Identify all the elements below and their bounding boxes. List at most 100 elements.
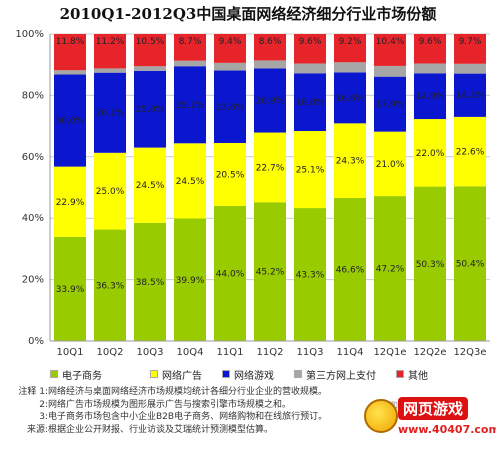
bar-segment-payment [414,63,446,74]
bar-segment-payment [294,63,326,74]
data-label-games: 30.0% [56,117,85,127]
note-row: 注释 1: 网络经济与桌面网络经济市场规模均统计各细分行业企业的营收规模。 [4,386,404,399]
x-tick-label: 10Q3 [137,347,164,358]
x-tick-label: 11Q2 [257,347,284,358]
x-tick-label: 12Q3e [453,347,486,358]
bar-segment-ecommerce [174,218,206,341]
bar-segment-ads [454,116,486,187]
watermark-badge-icon [364,399,398,433]
data-label-other: 9.6% [419,37,442,47]
data-label-other: 8.7% [179,37,202,47]
bar-segment-other [294,34,326,64]
legend-label-ads: 网络广告 [162,370,202,382]
data-label-games: 25.1% [176,101,205,111]
data-label-games: 23.6% [216,103,245,113]
bar-segment-ecommerce [454,186,486,341]
x-tick-label: 11Q4 [337,347,364,358]
data-label-games: 25.0% [136,105,165,115]
x-tick-label: 10Q4 [177,347,204,358]
legend-item-ecommerce: 电子商务 [50,367,102,382]
bar-segment-ads [54,166,86,237]
data-label-ecommerce: 50.3% [416,260,445,270]
data-label-other: 11.2% [96,37,125,47]
bar-segment-ads [414,119,446,187]
bar-segment-payment [254,60,286,69]
note-prefix: 2: [39,399,48,410]
bar-segment-ads [254,132,286,203]
bar-segment-ecommerce [54,236,86,341]
data-label-ads: 25.0% [96,187,125,197]
legend-swatch-ecommerce [50,370,58,378]
bar-segment-games [54,74,86,167]
bar-segment-other [454,34,486,64]
bar-segment-other [54,34,86,71]
data-label-games: 16.6% [336,94,365,104]
legend-swatch-payment [294,370,302,378]
bar-segment-other [254,34,286,61]
bar-segment-ads [294,131,326,209]
bar-segment-games [94,72,126,153]
data-label-ads: 24.3% [336,157,365,167]
site-watermark-logo: 网页游戏 www.40407.com [364,393,496,445]
watermark-title: 网页游戏 [398,397,469,420]
bar-segment-payment [334,62,366,73]
x-tick-label: 12Q1e [373,347,406,358]
note-prefix: 3: [39,412,48,422]
bar-segment-ecommerce [414,186,446,341]
data-label-other: 11.8% [56,37,85,47]
legend-item-payment: 第三方网上支付 [294,367,376,382]
data-label-ecommerce: 38.5% [136,278,165,288]
data-label-ecommerce: 50.4% [456,260,485,270]
bar-segment-ecommerce [374,196,406,341]
bar-segment-other [214,34,246,63]
note-prefix: 来源: [26,424,48,435]
watermark-url: www.40407.com [398,423,496,436]
note-row: 2: 网络广告市场规模为图形展示广告与搜索引擎市场规模之和。 [4,399,404,412]
x-tick-label: 11Q1 [217,347,244,358]
bar-segment-ecommerce [214,205,246,341]
data-label-ads: 22.0% [416,149,445,159]
bar-segment-games [214,70,246,143]
bar-segment-games [454,73,486,117]
bar-segment-ads [374,131,406,197]
data-label-other: 9.6% [299,37,322,47]
legend-swatch-other [396,370,404,378]
bar-segment-ads [94,152,126,230]
note-row: 3: 电子商务市场包含中小企业B2B电子商务、网络购物和在线旅行预订。 [4,411,404,424]
bar-segment-payment [454,63,486,74]
bar-segment-other [334,34,366,63]
legend-swatch-ads [150,370,158,378]
x-tick-label: 10Q1 [57,347,84,358]
bar-segment-payment [174,60,206,67]
bar-segment-ads [214,142,246,206]
data-label-other: 10.4% [376,37,405,47]
bar-segment-ecommerce [334,197,366,341]
data-label-other: 9.7% [459,37,482,47]
data-label-other: 8.6% [259,37,282,47]
bar-segment-ecommerce [134,222,166,341]
data-label-ads: 21.0% [376,160,405,170]
bar-segment-ads [174,143,206,219]
data-label-ecommerce: 45.2% [256,268,285,278]
legend-item-ads: 网络广告 [150,367,202,382]
bar-segment-payment [134,66,166,71]
bar-segment-other [174,34,206,61]
data-label-ads: 22.7% [256,163,285,173]
y-tick-label: 40% [22,213,44,224]
bar-segment-other [134,34,166,67]
bar-segment-games [174,66,206,144]
bar-segment-ads [134,147,166,223]
bar-segment-other [374,34,406,66]
x-tick-label: 12Q2e [413,347,446,358]
bar-segment-ecommerce [94,229,126,341]
chart-notes: 注释 1: 网络经济与桌面网络经济市场规模均统计各细分行业企业的营收规模。 2:… [4,386,404,436]
note-text: 根据企业公开财报、行业访谈及艾瑞统计预测模型估算。 [48,424,274,435]
legend-label-other: 其他 [408,370,428,382]
bar-segment-other [94,34,126,69]
data-label-other: 9.2% [339,37,362,47]
bar-segment-other [414,34,446,64]
data-label-ads: 22.9% [56,198,85,208]
x-tick-label: 11Q3 [297,347,324,358]
data-label-games: 26.1% [96,109,125,119]
